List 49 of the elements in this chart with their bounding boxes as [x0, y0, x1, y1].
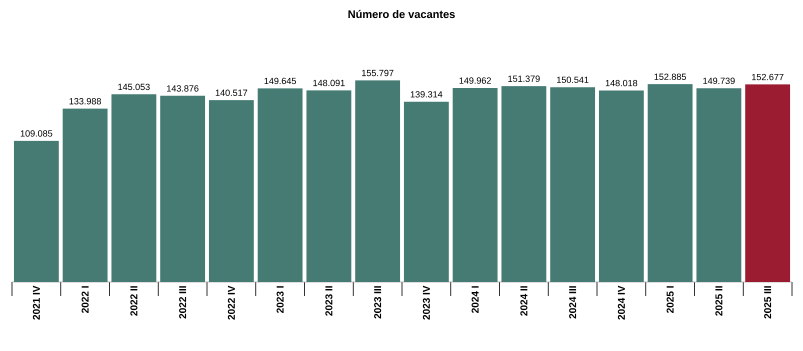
x-tick-label: 2024 IV [618, 286, 625, 320]
x-tick-label: 2023 III [374, 286, 382, 319]
data-label: 140.517 [216, 90, 248, 96]
bar [258, 88, 303, 282]
bar [306, 90, 352, 282]
x-tick-label: 2023 II [325, 286, 332, 316]
x-tick-label: 2023 I [276, 286, 284, 313]
x-tick-label: 2024 I [472, 286, 479, 313]
bar [745, 84, 790, 282]
x-tick-label: 2025 II [715, 286, 722, 316]
bar [648, 84, 693, 282]
data-label: 133.988 [70, 98, 101, 104]
x-tick-label: 2024 II [520, 286, 528, 316]
x-tick-label: 2022 III [179, 286, 186, 319]
data-label: 148.091 [313, 80, 345, 86]
bar [696, 88, 742, 282]
bar [550, 87, 596, 282]
chart-title: Número de vacantes [348, 10, 455, 18]
data-label: 151.379 [508, 76, 540, 82]
data-label: 149.645 [264, 78, 296, 84]
x-tick-label: 2023 IV [422, 286, 430, 320]
data-label: 155.797 [362, 70, 394, 76]
data-label: 152.677 [752, 74, 784, 80]
bar [208, 100, 254, 282]
bar [452, 88, 498, 282]
x-tick-label: 2025 III [764, 286, 772, 319]
data-label: 150.541 [557, 76, 588, 83]
data-label: 148.018 [606, 80, 638, 86]
x-tick-label: 2022 II [130, 286, 138, 316]
data-label: 139.314 [410, 91, 442, 98]
bar [598, 90, 644, 282]
data-label: 149.962 [460, 77, 491, 84]
bar [501, 86, 546, 282]
data-label: 109.085 [20, 130, 52, 137]
bar [62, 108, 108, 282]
x-tick-label: 2025 I [666, 286, 674, 313]
x-tick-label: 2024 III [569, 286, 576, 319]
bar [355, 80, 400, 282]
x-tick-label: 2022 I [82, 286, 89, 313]
x-tick-label: 2021 IV [32, 286, 40, 320]
bar [404, 102, 449, 282]
data-label: 145.053 [118, 84, 150, 90]
data-label: 149.739 [703, 78, 735, 84]
data-label: 152.885 [654, 74, 686, 80]
data-label: 143.876 [167, 85, 198, 92]
x-tick-label: 2022 IV [228, 286, 235, 320]
bar [160, 96, 206, 282]
bar [111, 94, 156, 282]
bar [14, 140, 59, 282]
